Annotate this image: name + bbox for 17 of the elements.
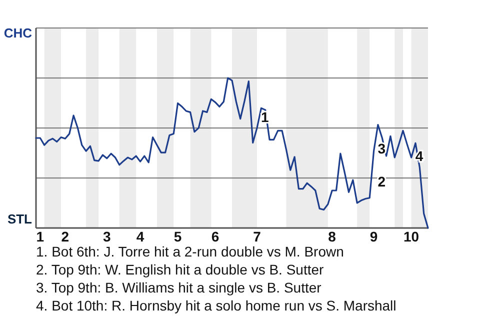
x-tick-label: 6 (211, 228, 220, 245)
text: CHC (4, 25, 33, 40)
text: STL (7, 211, 32, 226)
text: 1. Bot 6th: J. Torre hit a 2-run double vs M. Brown (36, 244, 344, 260)
x-tick-label: 8 (328, 228, 336, 245)
text: 4. Bot 10th: R. Hornsby hit a solo home run vs S. Marshall (36, 298, 396, 314)
text: 3. Top 9th: B. Williams hit a single vs B. Sutter (36, 280, 322, 296)
x-tick-label: 7 (253, 228, 262, 245)
text: 2. Top 9th: W. English hit a double vs B. Sutter (36, 262, 324, 278)
x-tick-label: 10 (404, 228, 420, 245)
x-tick-label: 5 (174, 228, 182, 245)
x-tick-label: 4 (136, 228, 144, 245)
x-tick-label: 9 (370, 228, 378, 245)
x-tick-label: 3 (102, 228, 111, 245)
annotation: 2 (378, 174, 386, 190)
x-tick-label: 2 (61, 228, 70, 245)
x-tick-label: 1 (36, 228, 44, 245)
